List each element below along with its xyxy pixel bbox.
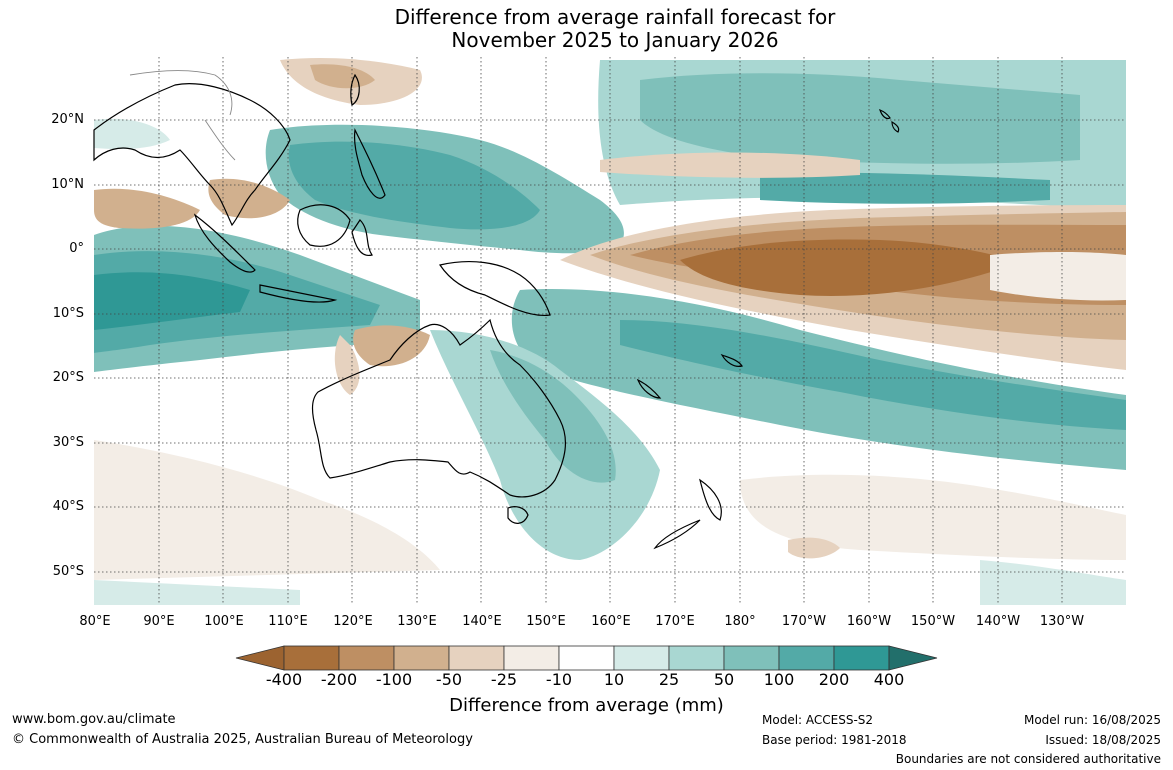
website-link[interactable]: www.bom.gov.au/climate xyxy=(12,712,176,727)
colorbar-tick-label: 50 xyxy=(713,670,735,689)
colorbar-segment xyxy=(833,645,890,671)
colorbar-segment xyxy=(723,645,780,671)
lon-label: 80°E xyxy=(79,614,111,629)
lon-label: 160°E xyxy=(591,614,631,629)
colorbar-segment xyxy=(778,645,835,671)
lon-label: 150°E xyxy=(526,614,566,629)
colorbar-segment xyxy=(503,645,560,671)
lon-label: 180° xyxy=(724,614,756,629)
colorbar-segment xyxy=(668,645,725,671)
colorbar-tick-label: -25 xyxy=(490,670,518,689)
base-period-text: Base period: 1981-2018 xyxy=(762,733,907,747)
tasmania-outline xyxy=(507,506,529,524)
java-outline xyxy=(259,284,338,303)
lat-label: 40°S xyxy=(52,499,84,514)
lat-label: 20°S xyxy=(52,370,84,385)
lon-label: 130°W xyxy=(1039,614,1085,629)
lat-label: 10°S xyxy=(52,306,84,321)
colorbar-segment xyxy=(338,645,395,671)
asia-mainland-outline xyxy=(93,83,291,227)
lon-label: 170°E xyxy=(655,614,695,629)
colorbar-tick-label: 25 xyxy=(658,670,680,689)
colorbar-segment xyxy=(393,645,450,671)
lat-label: 0° xyxy=(69,241,84,256)
taiwan-outline xyxy=(350,73,360,106)
lat-label: 10°N xyxy=(51,177,84,192)
colorbar xyxy=(235,645,938,671)
lon-label: 90°E xyxy=(143,614,175,629)
map-title-line-2: November 2025 to January 2026 xyxy=(451,28,779,52)
colorbar-segment xyxy=(448,645,505,671)
lon-label: 140°E xyxy=(462,614,502,629)
colorbar-tick-label: -400 xyxy=(265,670,303,689)
sumatra-outline xyxy=(193,213,256,273)
lon-label: 140°W xyxy=(975,614,1021,629)
fiji-outline xyxy=(720,353,743,367)
colorbar-segment xyxy=(283,645,340,671)
map-graticule xyxy=(94,57,1126,605)
colorbar-segment xyxy=(558,645,615,671)
coastlines xyxy=(93,73,900,550)
lat-label: 20°N xyxy=(51,112,84,127)
colorbar-segment xyxy=(613,645,670,671)
lon-label: 160°W xyxy=(846,614,892,629)
lon-label: 150°W xyxy=(910,614,956,629)
issued-text: Issued: 18/08/2025 xyxy=(1045,733,1161,747)
lon-label: 100°E xyxy=(204,614,244,629)
colorbar-tick-label: -200 xyxy=(320,670,358,689)
colorbar-arrow-low xyxy=(235,645,285,671)
model-text: Model: ACCESS-S2 xyxy=(762,713,874,727)
colorbar-tick-label: 200 xyxy=(818,670,850,689)
copyright-text: © Commonwealth of Australia 2025, Austra… xyxy=(12,732,473,747)
lon-label: 170°W xyxy=(781,614,827,629)
inland-borders xyxy=(129,70,236,161)
colorbar-tick-label: 400 xyxy=(873,670,905,689)
lat-label: 30°S xyxy=(52,435,84,450)
lon-label: 120°E xyxy=(333,614,373,629)
disclaimer-text: Boundaries are not considered authoritat… xyxy=(895,752,1161,766)
colorbar-arrow-high xyxy=(888,645,938,671)
model-run-text: Model run: 16/08/2025 xyxy=(1023,713,1161,727)
lon-label: 130°E xyxy=(397,614,437,629)
sulawesi-outline xyxy=(351,219,373,257)
new-zealand-outline xyxy=(653,478,722,550)
colorbar-tick-label: 10 xyxy=(603,670,625,689)
hawaii-outline xyxy=(879,108,900,133)
rainfall-anomaly-field xyxy=(94,57,1126,605)
colorbar-tick-label: 100 xyxy=(763,670,795,689)
australia-outline xyxy=(311,318,566,498)
map-title-line-1: Difference from average rainfall forecas… xyxy=(394,5,836,29)
lat-label: 50°S xyxy=(52,564,84,579)
philippines-outline xyxy=(353,127,386,199)
lon-label: 110°E xyxy=(268,614,308,629)
colorbar-tick-label: -50 xyxy=(435,670,463,689)
colorbar-tick-label: -10 xyxy=(545,670,573,689)
colorbar-label: Difference from average (mm) xyxy=(449,695,724,716)
new-guinea-outline xyxy=(439,261,551,317)
borneo-outline xyxy=(297,204,351,247)
colorbar-tick-label: -100 xyxy=(375,670,413,689)
new-caledonia-outline xyxy=(636,378,662,399)
